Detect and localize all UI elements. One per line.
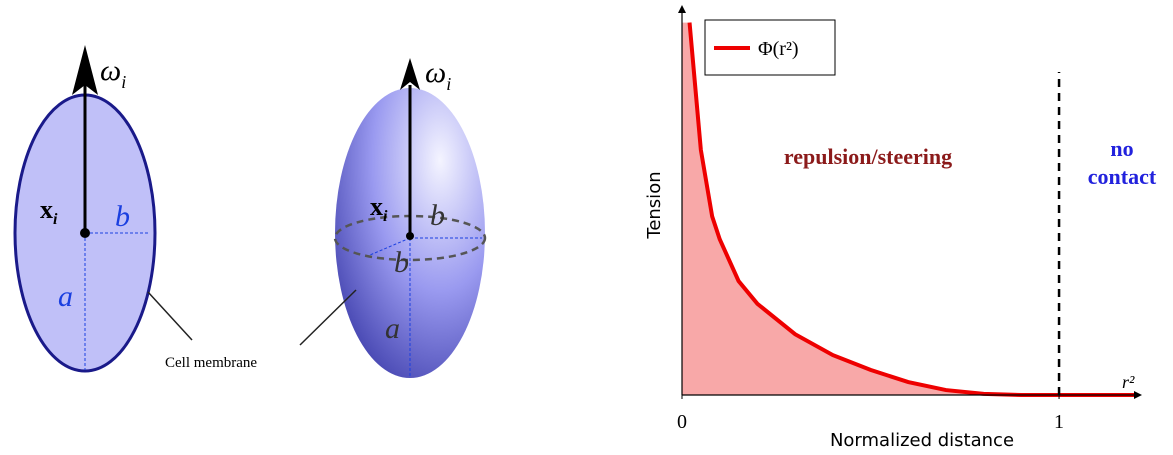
y-axis-label: Tension	[644, 171, 665, 239]
x-axis-label: Normalized distance	[830, 430, 1014, 451]
x-tick-label: 0	[677, 411, 687, 433]
annotation: contact	[1088, 164, 1157, 189]
area	[682, 23, 1134, 395]
axis-end-label: r²	[1122, 372, 1135, 392]
a-label: a	[58, 280, 73, 313]
cell-3d: ωi xi b b a	[300, 56, 485, 378]
omega-label: ωi	[100, 54, 126, 92]
omega-sub: i	[121, 72, 126, 92]
x: x	[370, 192, 383, 221]
membrane-label: Cell membrane	[165, 355, 257, 371]
x-sub: i	[383, 208, 388, 225]
cell-2d: ωi xi b a	[15, 45, 192, 371]
chart: 1 0 r² Normalized distance Tension repuls…	[644, 5, 1157, 451]
omega-sub: i	[446, 74, 451, 94]
x-tick-label: 1	[1054, 411, 1064, 433]
x-sub: i	[53, 211, 58, 228]
b-label: b	[394, 246, 409, 279]
annotation: repulsion/steering	[784, 144, 952, 169]
b-label: b	[115, 200, 130, 233]
b-label: b	[430, 199, 445, 232]
omega: ω	[425, 56, 446, 89]
a-label: a	[385, 312, 400, 345]
figure: ωi xi b a ωi xi b b a Cell membrane 10 r…	[0, 0, 1173, 455]
annotation: no	[1110, 136, 1133, 161]
omega: ω	[100, 54, 121, 87]
legend-label: Φ(r²)	[758, 38, 799, 60]
x: x	[40, 195, 53, 224]
omega-label: ωi	[425, 56, 451, 94]
legend: Φ(r²)	[705, 20, 835, 75]
